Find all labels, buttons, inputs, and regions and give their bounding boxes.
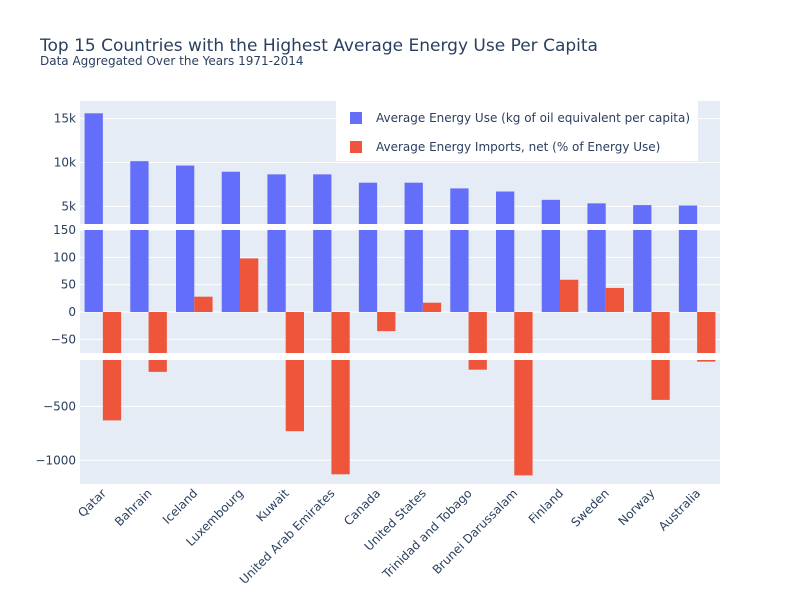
bar-energy-use	[404, 182, 423, 224]
bar-energy-use	[267, 174, 286, 224]
bar-energy-imports	[514, 360, 533, 476]
bar-energy-use	[541, 230, 560, 312]
bar-energy-use	[404, 230, 423, 312]
x-tick-label: United Arab Emirates	[237, 486, 338, 587]
x-tick-label: Iceland	[160, 486, 201, 527]
y-tick-label: −500	[43, 399, 76, 413]
y-tick-label: 15k	[54, 112, 76, 126]
bar-energy-imports	[331, 360, 350, 475]
bar-energy-use	[633, 205, 652, 224]
bar-energy-use	[267, 230, 286, 312]
bar-energy-use	[176, 165, 195, 224]
bar-energy-imports	[285, 312, 304, 353]
y-tick-label: −50	[51, 332, 76, 346]
bar-energy-imports	[468, 360, 487, 370]
x-tick-label: Australia	[656, 486, 703, 533]
bar-energy-use	[587, 230, 606, 312]
bar-energy-use	[221, 171, 240, 224]
bar-energy-use	[496, 230, 515, 312]
y-tick-label: 0	[68, 305, 76, 319]
bar-energy-use	[313, 174, 332, 224]
bar-energy-imports	[514, 312, 533, 353]
bar-energy-use	[84, 230, 103, 312]
x-tick-label: Qatar	[75, 486, 109, 520]
bar-energy-imports	[651, 312, 670, 353]
legend-swatch	[350, 141, 362, 153]
bar-energy-use	[130, 230, 149, 312]
legend-label: Average Energy Use (kg of oil equivalent…	[376, 111, 690, 125]
y-tick-label: 5k	[61, 199, 76, 213]
bar-energy-imports	[194, 296, 213, 312]
bar-energy-use	[450, 230, 469, 312]
x-tick-label: Sweden	[568, 486, 611, 529]
x-tick-label: Bahrain	[112, 486, 155, 529]
bar-energy-imports	[422, 302, 442, 312]
legend[interactable]: Average Energy Use (kg of oil equivalent…	[336, 101, 698, 161]
y-tick-label: 10k	[54, 156, 76, 170]
bar-energy-imports	[148, 360, 167, 372]
bar-energy-use	[678, 230, 698, 312]
bar-energy-imports	[697, 360, 716, 362]
bar-energy-imports	[377, 312, 396, 332]
bar-energy-imports	[331, 312, 350, 353]
bar-energy-use	[496, 191, 515, 224]
x-tick-label: Canada	[341, 486, 383, 528]
bar-energy-use	[358, 182, 378, 224]
bar-energy-imports	[285, 360, 304, 432]
bar-energy-use	[176, 230, 195, 312]
legend-item[interactable]: Average Energy Use (kg of oil equivalent…	[350, 111, 690, 125]
bar-energy-use	[587, 203, 606, 224]
mid-panel: −50 0 50 100 150	[51, 223, 720, 353]
y-tick-label: 150	[53, 223, 76, 237]
y-tick-label: 100	[53, 250, 76, 264]
bar-energy-imports	[102, 360, 122, 421]
bar-energy-imports	[468, 312, 487, 353]
bar-energy-use	[130, 161, 149, 224]
bar-energy-use	[358, 230, 378, 312]
x-tick-label: Trinidad and Tobago	[379, 486, 475, 582]
y-tick-label: 50	[61, 278, 76, 292]
legend-label: Average Energy Imports, net (% of Energy…	[376, 140, 660, 154]
y-tick-label: −1000	[35, 453, 76, 467]
bar-energy-imports	[240, 258, 259, 312]
bar-energy-use	[541, 199, 560, 224]
x-tick-label: Norway	[615, 486, 657, 528]
legend-swatch	[350, 112, 362, 124]
legend-item[interactable]: Average Energy Imports, net (% of Energy…	[350, 140, 660, 154]
bar-energy-imports	[697, 312, 716, 353]
bar-energy-use	[633, 230, 652, 312]
chart-title: Top 15 Countries with the Highest Averag…	[39, 36, 598, 56]
chart-subtitle: Data Aggregated Over the Years 1971-2014	[40, 54, 304, 68]
bar-energy-imports	[560, 279, 579, 312]
bar-energy-imports	[651, 360, 670, 400]
bar-energy-use	[678, 205, 698, 224]
low-panel: −1000 −500	[35, 360, 720, 484]
bar-energy-use	[313, 230, 332, 312]
bar-energy-imports	[605, 287, 624, 312]
x-tick-label: Brunei Darussalam	[430, 486, 521, 577]
x-tick-label: Kuwait	[254, 486, 292, 524]
bar-energy-use	[450, 188, 469, 224]
bar-energy-imports	[148, 312, 167, 353]
panel-background	[80, 360, 720, 484]
legend-background	[336, 101, 698, 161]
bar-energy-use	[84, 113, 103, 224]
x-tick-label: Finland	[526, 486, 566, 526]
bar-energy-imports	[102, 312, 122, 353]
bar-energy-use	[221, 230, 240, 312]
